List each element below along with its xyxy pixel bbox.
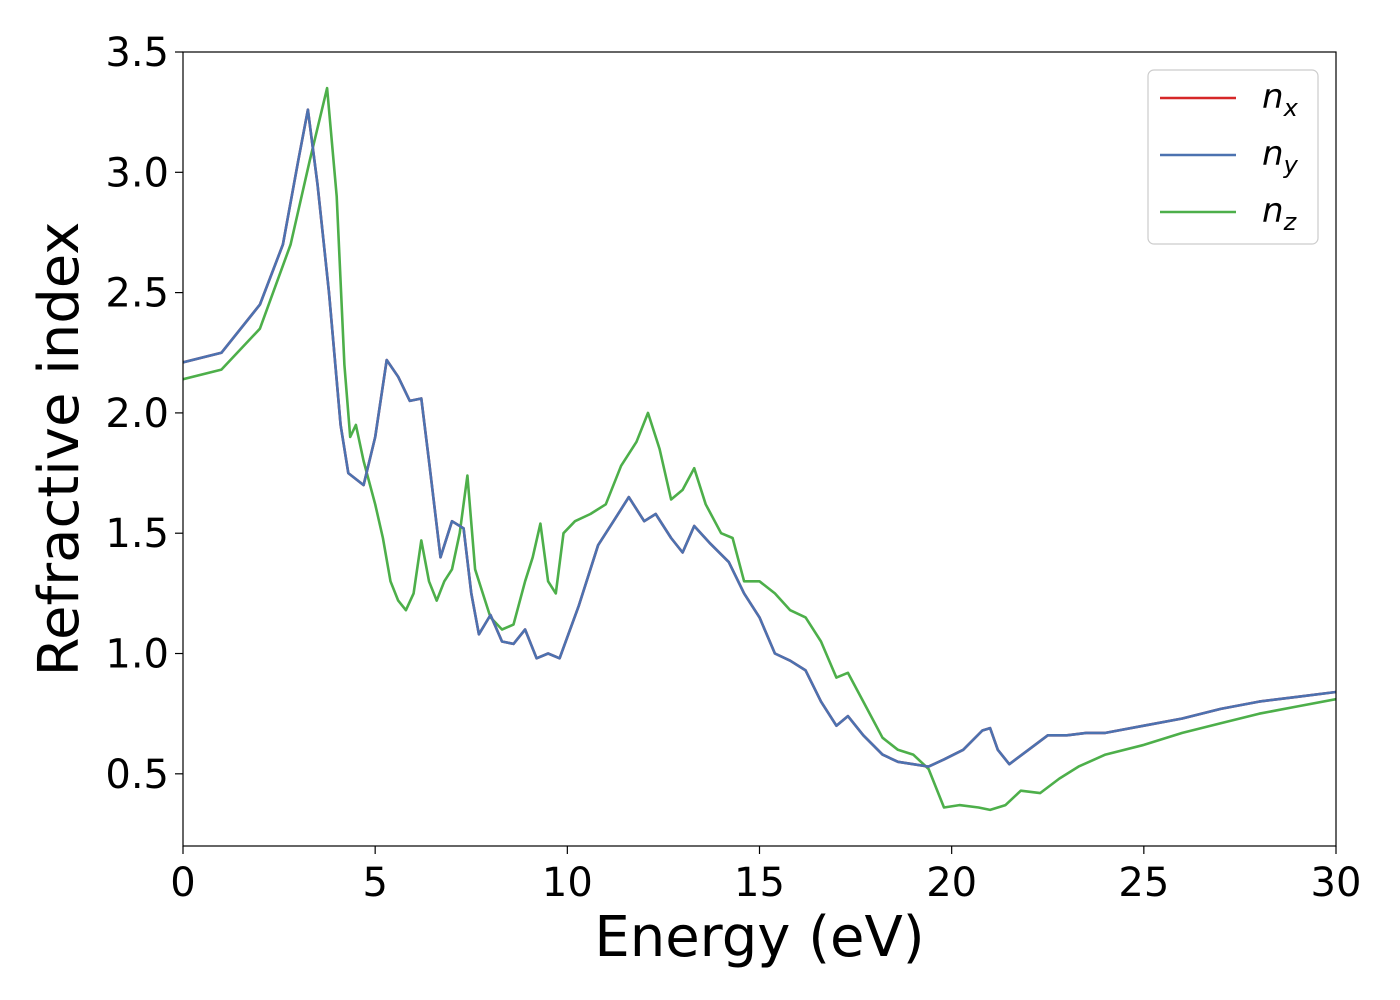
series-line-nz — [183, 86, 1336, 812]
x-tick-label: 0 — [170, 860, 195, 906]
y-tick-label: 3.0 — [105, 150, 169, 196]
y-axis-label: Refractive index — [27, 222, 92, 677]
x-axis: 0 5 10 15 20 25 30 — [170, 846, 1361, 906]
x-axis-label: Energy (eV) — [594, 905, 924, 970]
x-tick-label: 15 — [734, 860, 785, 906]
legend-box — [1147, 69, 1319, 245]
x-tick-label: 25 — [1118, 860, 1169, 906]
x-tick-label: 5 — [362, 860, 387, 906]
legend-subscript: z — [1283, 208, 1298, 236]
y-tick-label: 2.0 — [105, 391, 169, 437]
series-layer — [183, 86, 1336, 812]
x-tick-label: 30 — [1311, 860, 1362, 906]
x-tick-label: 20 — [926, 860, 977, 906]
legend-subscript: y — [1283, 151, 1299, 179]
y-tick-label: 1.5 — [105, 511, 169, 557]
y-axis: 0.5 1.0 1.5 2.0 2.5 3.0 3.5 — [105, 30, 183, 798]
y-tick-label: 1.0 — [105, 632, 169, 678]
y-tick-label: 3.5 — [105, 30, 169, 76]
y-tick-label: 0.5 — [105, 752, 169, 798]
legend-subscript: x — [1283, 94, 1299, 122]
series-line-ny — [183, 108, 1336, 768]
x-tick-label: 10 — [542, 860, 593, 906]
y-tick-label: 2.5 — [105, 271, 169, 317]
